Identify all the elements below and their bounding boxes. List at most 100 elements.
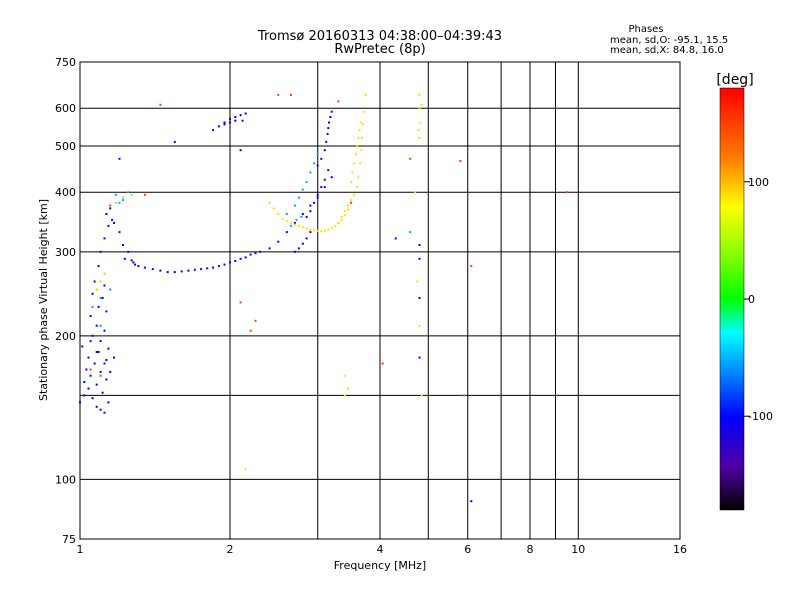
- data-point: [419, 121, 422, 124]
- data-point: [122, 244, 124, 246]
- data-point: [358, 129, 361, 132]
- plot-area: 1 2 4 6 8 10 16 75 100 200 300 400 500 600 750: [55, 56, 687, 556]
- data-point: [241, 119, 244, 122]
- data-point: [118, 231, 121, 234]
- data-point: [114, 201, 117, 204]
- data-points: [79, 93, 569, 503]
- data-point: [217, 125, 220, 128]
- data-point: [259, 250, 262, 253]
- data-point: [330, 176, 333, 179]
- data-point: [281, 217, 284, 220]
- data-point: [143, 266, 146, 269]
- data-point: [109, 204, 112, 207]
- data-point: [293, 223, 296, 226]
- data-point: [350, 201, 353, 204]
- data-point: [420, 103, 423, 106]
- data-point: [244, 468, 247, 471]
- data-point: [470, 265, 473, 268]
- data-point: [83, 381, 86, 383]
- data-point: [305, 181, 308, 184]
- data-point: [159, 269, 162, 272]
- data-point: [101, 297, 104, 299]
- data-point: [89, 340, 92, 343]
- data-point: [268, 201, 271, 204]
- data-point: [103, 237, 106, 240]
- data-point: [309, 171, 312, 174]
- data-point: [337, 221, 340, 224]
- data-point: [105, 378, 108, 381]
- data-point: [313, 229, 316, 232]
- data-point: [272, 207, 275, 210]
- data-point: [229, 261, 231, 264]
- data-point: [105, 310, 108, 313]
- data-point: [343, 374, 346, 377]
- data-point: [103, 362, 106, 365]
- data-point: [95, 288, 98, 291]
- colorbar: [deg] 100 0 -100: [716, 72, 773, 511]
- data-point: [362, 123, 365, 126]
- data-point: [418, 107, 421, 110]
- phases-x-stats: mean, sd,X: 84.8, 16.0: [610, 45, 724, 56]
- data-point: [123, 257, 126, 260]
- data-point: [87, 387, 90, 390]
- data-point: [99, 324, 102, 327]
- data-point: [127, 191, 130, 194]
- y-tick-label: 100: [55, 473, 76, 486]
- data-point: [234, 119, 237, 122]
- x-tick-label: 16: [673, 543, 687, 556]
- y-axis-ticks: 75 100 200 300 400 500 600 750: [55, 56, 76, 546]
- data-point: [301, 226, 304, 229]
- data-point: [223, 121, 226, 124]
- data-point: [101, 391, 104, 394]
- data-point: [347, 208, 349, 211]
- data-point: [416, 280, 419, 283]
- data-point: [420, 394, 423, 397]
- data-point: [180, 270, 183, 273]
- data-point: [143, 193, 146, 196]
- data-point: [99, 280, 102, 283]
- data-point: [285, 231, 288, 234]
- data-point: [285, 220, 288, 223]
- data-point: [357, 136, 360, 139]
- data-point: [413, 191, 416, 194]
- y-tick-label: 300: [55, 246, 76, 259]
- data-point: [418, 297, 421, 299]
- data-point: [320, 230, 323, 233]
- y-tick-label: 200: [55, 330, 76, 343]
- data-point: [107, 224, 110, 227]
- data-point: [93, 280, 96, 283]
- data-point: [91, 305, 94, 308]
- data-point: [418, 324, 421, 327]
- data-point: [81, 345, 84, 348]
- data-point: [364, 93, 367, 96]
- data-point: [97, 305, 100, 308]
- data-point: [356, 145, 359, 147]
- data-point: [113, 356, 115, 359]
- data-point: [103, 272, 106, 275]
- y-tick-label: 600: [55, 102, 76, 115]
- data-point: [277, 240, 280, 243]
- data-point: [173, 140, 176, 143]
- data-point: [334, 224, 337, 227]
- data-point: [295, 218, 298, 221]
- data-point: [91, 334, 94, 337]
- data-point: [109, 288, 112, 291]
- data-point: [217, 265, 220, 268]
- y-tick-label: 500: [55, 140, 76, 153]
- data-point: [285, 213, 288, 215]
- data-point: [107, 401, 110, 404]
- data-point: [89, 315, 92, 318]
- data-point: [130, 193, 133, 196]
- data-point: [249, 253, 252, 256]
- data-point: [301, 242, 304, 245]
- data-point: [127, 250, 130, 253]
- data-point: [109, 207, 112, 210]
- data-point: [361, 136, 363, 139]
- data-point: [359, 121, 362, 124]
- data-point: [347, 204, 349, 207]
- data-point: [309, 210, 312, 213]
- data-point: [316, 193, 319, 196]
- data-point: [206, 267, 209, 270]
- y-tick-label: 750: [55, 56, 76, 69]
- data-point: [173, 271, 176, 274]
